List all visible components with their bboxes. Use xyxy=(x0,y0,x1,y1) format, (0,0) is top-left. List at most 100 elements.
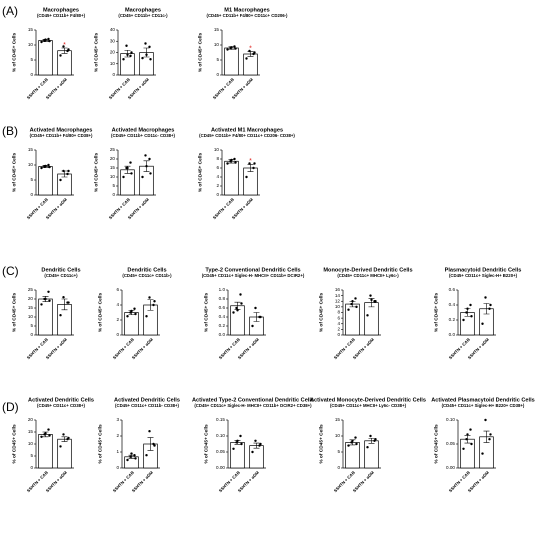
y-tick-label: 25 xyxy=(110,147,116,152)
y-axis-label: % of CD45+ Cells xyxy=(11,293,17,333)
data-point xyxy=(122,58,125,61)
data-point xyxy=(66,172,69,176)
data-point xyxy=(370,298,373,302)
data-point xyxy=(374,438,377,441)
chart-title: Plasmacytoid Dendritic Cells xyxy=(445,267,522,273)
y-tick-label: 2 xyxy=(116,317,119,322)
data-point xyxy=(141,175,144,179)
y-tick-label: 10 xyxy=(110,61,116,66)
bar-chart: Activated Plasmacytoid Dendritic Cells(C… xyxy=(431,397,535,493)
data-point xyxy=(44,297,47,301)
data-point xyxy=(129,161,132,164)
chart-title: Activated Macrophages xyxy=(112,127,175,133)
data-point xyxy=(59,445,62,448)
data-point xyxy=(152,303,155,307)
data-point xyxy=(48,165,51,169)
data-point xyxy=(253,51,256,54)
data-point xyxy=(44,432,47,435)
data-point xyxy=(245,175,248,179)
error-bar xyxy=(483,303,490,315)
data-point xyxy=(134,312,137,316)
y-tick-label: 0 xyxy=(30,465,33,470)
data-point xyxy=(149,58,152,61)
data-point xyxy=(144,154,147,157)
y-tick-label: 10 xyxy=(335,433,341,438)
y-tick-label: 10 xyxy=(28,314,34,319)
panel-label: (C) xyxy=(2,264,19,278)
data-point xyxy=(126,458,129,462)
error-bar xyxy=(147,437,154,451)
data-point xyxy=(47,163,50,167)
data-point xyxy=(59,314,62,317)
chart-subtitle: (CD45+ CD11b+ CD11c-) xyxy=(118,13,168,18)
y-tick-label: 10 xyxy=(28,441,34,446)
error-bar xyxy=(483,430,490,443)
data-point xyxy=(465,438,468,441)
data-point xyxy=(484,418,487,422)
data-point xyxy=(469,303,472,307)
y-tick-label: 0 xyxy=(337,332,340,337)
y-tick-label: 15 xyxy=(28,147,34,152)
data-point xyxy=(148,45,151,49)
y-tick-label: 0.8 xyxy=(219,296,226,301)
bar-chart: Dendritic Cells(CD45+ CD11c+) % of CD45+ … xyxy=(11,267,80,360)
data-point xyxy=(469,428,472,431)
y-axis-label: % of CD45+ Cells xyxy=(11,424,17,464)
y-tick-label: 40 xyxy=(110,27,116,32)
y-tick-label: 0.05 xyxy=(216,449,225,454)
bar-chart: Activated Macrophages(CD45+ CD11b+ F4/80… xyxy=(11,127,93,220)
data-point xyxy=(129,54,132,58)
data-point xyxy=(67,169,70,173)
y-tick-label: 5 xyxy=(30,453,33,458)
y-tick-label: 15 xyxy=(28,27,34,32)
y-tick-label: 0 xyxy=(116,332,119,337)
data-point xyxy=(122,175,125,179)
data-point xyxy=(350,302,353,306)
y-axis-label: % of CD45+ Cells xyxy=(11,153,17,193)
y-tick-label: 0.0 xyxy=(449,332,456,337)
data-point xyxy=(248,162,251,165)
data-point xyxy=(234,47,237,50)
bar xyxy=(249,445,264,469)
data-point xyxy=(67,48,70,51)
y-tick-label: 5 xyxy=(30,323,33,328)
y-tick-label: 0.2 xyxy=(219,323,226,328)
y-tick-label: 16 xyxy=(335,287,341,292)
y-tick-label: 0 xyxy=(30,72,33,77)
data-point xyxy=(145,53,148,56)
data-point xyxy=(226,162,229,165)
data-point xyxy=(235,306,238,310)
y-tick-label: 5 xyxy=(30,57,33,62)
data-point xyxy=(130,309,133,313)
y-tick-label: 0 xyxy=(216,72,219,77)
y-tick-label: 5 xyxy=(337,449,340,454)
data-point xyxy=(366,446,369,449)
y-tick-label: 0 xyxy=(112,72,115,77)
significance-marker: * xyxy=(63,42,66,49)
y-tick-label: 12 xyxy=(335,298,341,303)
y-tick-label: 15 xyxy=(335,417,341,422)
data-point xyxy=(226,48,229,51)
data-point xyxy=(62,433,65,436)
y-axis-label: % of CD45+ Cells xyxy=(197,33,203,73)
data-point xyxy=(125,44,128,47)
data-point xyxy=(489,303,492,307)
chart-subtitle: (CD45+ CD11c+ MHCII+ Ly6c-) xyxy=(337,273,399,278)
bar xyxy=(57,438,72,469)
chart-title: Type-2 Conventional Dendritic Cells xyxy=(205,267,300,273)
bar-chart: Monocyte-Derived Dendritic Cells(CD45+ C… xyxy=(318,267,412,360)
data-point xyxy=(254,306,257,310)
bar xyxy=(364,440,379,469)
bar xyxy=(243,53,258,76)
data-point xyxy=(462,447,465,450)
y-axis-label: % of CD45+ Cells xyxy=(433,293,439,333)
y-tick-label: 4 xyxy=(116,302,119,307)
data-point xyxy=(40,166,43,170)
y-tick-label: 20 xyxy=(110,156,116,161)
data-point xyxy=(145,315,148,318)
y-tick-label: 20 xyxy=(28,296,34,301)
y-tick-label: 0.10 xyxy=(216,433,225,438)
data-point xyxy=(234,161,237,164)
y-tick-label: 6 xyxy=(337,315,340,320)
